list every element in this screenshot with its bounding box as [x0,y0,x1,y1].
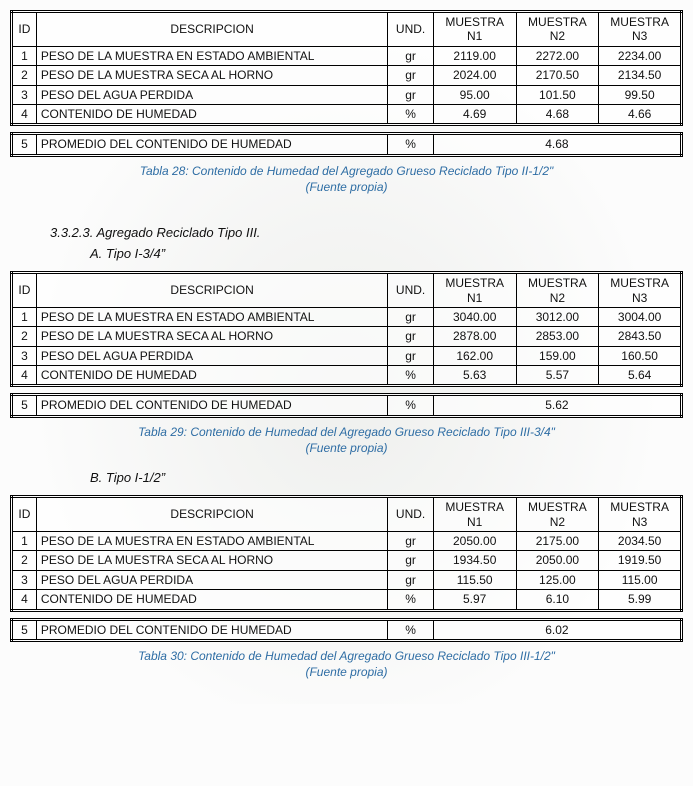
humidity-table-28: ID DESCRIPCION UND. MUESTRAN1 MUESTRAN2 … [10,10,683,126]
cell-m2: 101.50 [516,85,599,104]
cell-id: 2 [12,66,37,85]
col-id: ID [12,12,37,47]
avg-und: % [388,134,433,155]
cell-m1: 95.00 [433,85,516,104]
col-id: ID [12,273,37,308]
cell-m2: 2272.00 [516,46,599,65]
cell-m1: 2119.00 [433,46,516,65]
cell-m3: 99.50 [599,85,682,104]
cell-m2: 2170.50 [516,66,599,85]
table-row: 3 PESO DEL AGUA PERDIDA gr 115.50 125.00… [12,570,682,589]
cell-desc: CONTENIDO DE HUMEDAD [36,104,388,124]
table-row: 1 PESO DE LA MUESTRA EN ESTADO AMBIENTAL… [12,307,682,326]
cell-und: gr [388,85,433,104]
col-m1: MUESTRAN1 [433,273,516,308]
cell-und: gr [388,66,433,85]
table-row: 5 PROMEDIO DEL CONTENIDO DE HUMEDAD % 5.… [12,395,682,416]
humidity-table-30: ID DESCRIPCION UND. MUESTRAN1 MUESTRAN2 … [10,495,683,611]
cell-id: 1 [12,46,37,65]
caption-source: (Fuente propia) [305,180,387,194]
cell-desc: PESO DE LA MUESTRA SECA AL HORNO [36,66,388,85]
col-m1: MUESTRAN1 [433,497,516,532]
col-id: ID [12,497,37,532]
humidity-average-28: 5 PROMEDIO DEL CONTENIDO DE HUMEDAD % 4.… [10,132,683,156]
avg-value: 4.68 [433,134,681,155]
cell-id: 3 [12,85,37,104]
table-row: 3 PESO DEL AGUA PERDIDA gr 162.00 159.00… [12,346,682,365]
col-m2: MUESTRAN2 [516,497,599,532]
col-m3: MUESTRAN3 [599,12,682,47]
table-row: 1 PESO DE LA MUESTRA EN ESTADO AMBIENTAL… [12,532,682,551]
avg-id: 5 [12,134,37,155]
cell-und: % [388,104,433,124]
sub-heading-b: B. Tipo I-1/2” [90,470,683,485]
cell-desc: PESO DEL AGUA PERDIDA [36,85,388,104]
col-desc: DESCRIPCION [36,497,388,532]
table-row: 2 PESO DE LA MUESTRA SECA AL HORNO gr 19… [12,551,682,570]
table-row: 4 CONTENIDO DE HUMEDAD % 5.63 5.57 5.64 [12,366,682,386]
cell-m3: 2234.00 [599,46,682,65]
table-header-row: ID DESCRIPCION UND. MUESTRAN1 MUESTRAN2 … [12,12,682,47]
m2a: MUESTRA [528,15,587,29]
m1b: N1 [467,29,482,43]
humidity-average-30: 5 PROMEDIO DEL CONTENIDO DE HUMEDAD % 6.… [10,618,683,642]
table-caption-29: Tabla 29: Contenido de Humedad del Agreg… [10,424,683,456]
table-row: 5 PROMEDIO DEL CONTENIDO DE HUMEDAD % 4.… [12,134,682,155]
table-header-row: ID DESCRIPCION UND. MUESTRAN1 MUESTRAN2 … [12,273,682,308]
m3b: N3 [632,29,647,43]
table-row: 2 PESO DE LA MUESTRA SECA AL HORNO gr 28… [12,327,682,346]
section-heading-3323: 3.3.2.3. Agregado Reciclado Tipo III. [50,225,683,240]
avg-desc: PROMEDIO DEL CONTENIDO DE HUMEDAD [36,134,388,155]
col-desc: DESCRIPCION [36,12,388,47]
col-m3: MUESTRAN3 [599,497,682,532]
table-caption-28: Tabla 28: Contenido de Humedad del Agreg… [10,163,683,195]
cell-desc: PESO DE LA MUESTRA EN ESTADO AMBIENTAL [36,46,388,65]
humidity-average-29: 5 PROMEDIO DEL CONTENIDO DE HUMEDAD % 5.… [10,393,683,417]
cell-m1: 4.69 [433,104,516,124]
col-m2: MUESTRAN2 [516,12,599,47]
table-row: 5 PROMEDIO DEL CONTENIDO DE HUMEDAD % 6.… [12,619,682,640]
table-row: 1 PESO DE LA MUESTRA EN ESTADO AMBIENTAL… [12,46,682,65]
col-und: UND. [388,497,433,532]
cell-id: 4 [12,104,37,124]
humidity-table-29: ID DESCRIPCION UND. MUESTRAN1 MUESTRAN2 … [10,271,683,387]
col-m3: MUESTRAN3 [599,273,682,308]
cell-m3: 2134.50 [599,66,682,85]
table-header-row: ID DESCRIPCION UND. MUESTRAN1 MUESTRAN2 … [12,497,682,532]
table-row: 4 CONTENIDO DE HUMEDAD % 4.69 4.68 4.66 [12,104,682,124]
sub-heading-a: A. Tipo I-3/4” [90,246,683,261]
cell-und: gr [388,46,433,65]
table-row: 3 PESO DEL AGUA PERDIDA gr 95.00 101.50 … [12,85,682,104]
cell-m1: 2024.00 [433,66,516,85]
table-caption-30: Tabla 30: Contenido de Humedad del Agreg… [10,648,683,680]
table-row: 2 PESO DE LA MUESTRA SECA AL HORNO gr 20… [12,66,682,85]
col-m1: MUESTRAN1 [433,12,516,47]
m2b: N2 [550,29,565,43]
cell-m2: 4.68 [516,104,599,124]
m3a: MUESTRA [610,15,669,29]
caption-text: Tabla 28: Contenido de Humedad del Agreg… [140,164,554,178]
col-und: UND. [388,273,433,308]
cell-m3: 4.66 [599,104,682,124]
col-m2: MUESTRAN2 [516,273,599,308]
table-row: 4 CONTENIDO DE HUMEDAD % 5.97 6.10 5.99 [12,590,682,610]
col-desc: DESCRIPCION [36,273,388,308]
m1a: MUESTRA [445,15,504,29]
col-und: UND. [388,12,433,47]
